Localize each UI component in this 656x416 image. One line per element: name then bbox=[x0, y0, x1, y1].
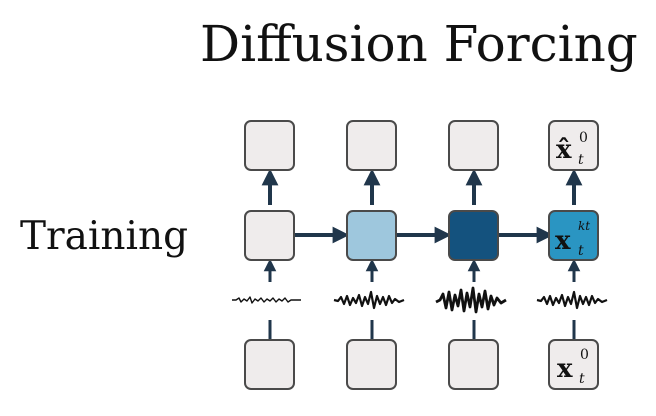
noise-wave-4 bbox=[536, 290, 608, 310]
output-math-superscript: 0 bbox=[579, 130, 588, 146]
bottom-arrows bbox=[263, 258, 581, 282]
output-box-4 bbox=[548, 120, 599, 171]
hidden-box-4 bbox=[548, 210, 599, 261]
noise-wave-3 bbox=[435, 286, 507, 314]
output-box-3 bbox=[448, 120, 499, 171]
hidden-math-subscript: t bbox=[578, 243, 584, 259]
input-boxes bbox=[244, 339, 599, 390]
output-boxes bbox=[244, 120, 599, 171]
hidden-math-main: x bbox=[555, 226, 571, 256]
output-box-1 bbox=[244, 120, 295, 171]
noise-wave-1 bbox=[232, 296, 301, 304]
diagram-title: Diffusion Forcing bbox=[200, 15, 638, 73]
noise-connectors bbox=[268, 320, 576, 340]
input-box-2 bbox=[346, 339, 397, 390]
hidden-boxes bbox=[244, 210, 599, 261]
noise-waves bbox=[232, 286, 608, 314]
output-box-2 bbox=[346, 120, 397, 171]
hidden-math-superscript: kt bbox=[578, 219, 590, 233]
output-math-subscript: t bbox=[578, 152, 584, 168]
training-row-label: Training bbox=[20, 214, 189, 259]
input-box-4 bbox=[548, 339, 599, 390]
input-box-1 bbox=[244, 339, 295, 390]
input-math-subscript: t bbox=[579, 371, 585, 387]
input-math-superscript: 0 bbox=[580, 347, 589, 363]
hidden-box-3 bbox=[448, 210, 499, 261]
input-math-main: x bbox=[557, 354, 573, 384]
input-box-3 bbox=[448, 339, 499, 390]
math-labels: x̂ 0 t x kt t x 0 t bbox=[555, 130, 590, 387]
hidden-box-2 bbox=[346, 210, 397, 261]
output-math-main: x̂ bbox=[556, 135, 572, 165]
top-arrows bbox=[261, 168, 583, 205]
noise-wave-2 bbox=[333, 290, 405, 310]
hidden-box-1 bbox=[244, 210, 295, 261]
